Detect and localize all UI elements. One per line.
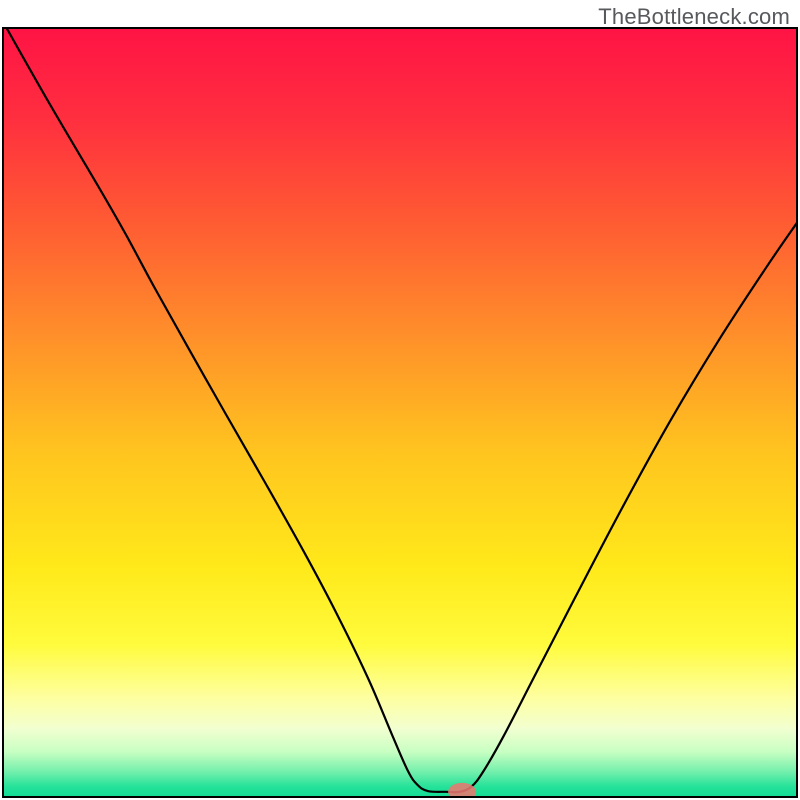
gradient-background — [2, 27, 798, 798]
watermark-text: TheBottleneck.com — [598, 4, 790, 30]
chart-container: TheBottleneck.com — [0, 0, 800, 800]
bottleneck-chart — [0, 0, 800, 800]
